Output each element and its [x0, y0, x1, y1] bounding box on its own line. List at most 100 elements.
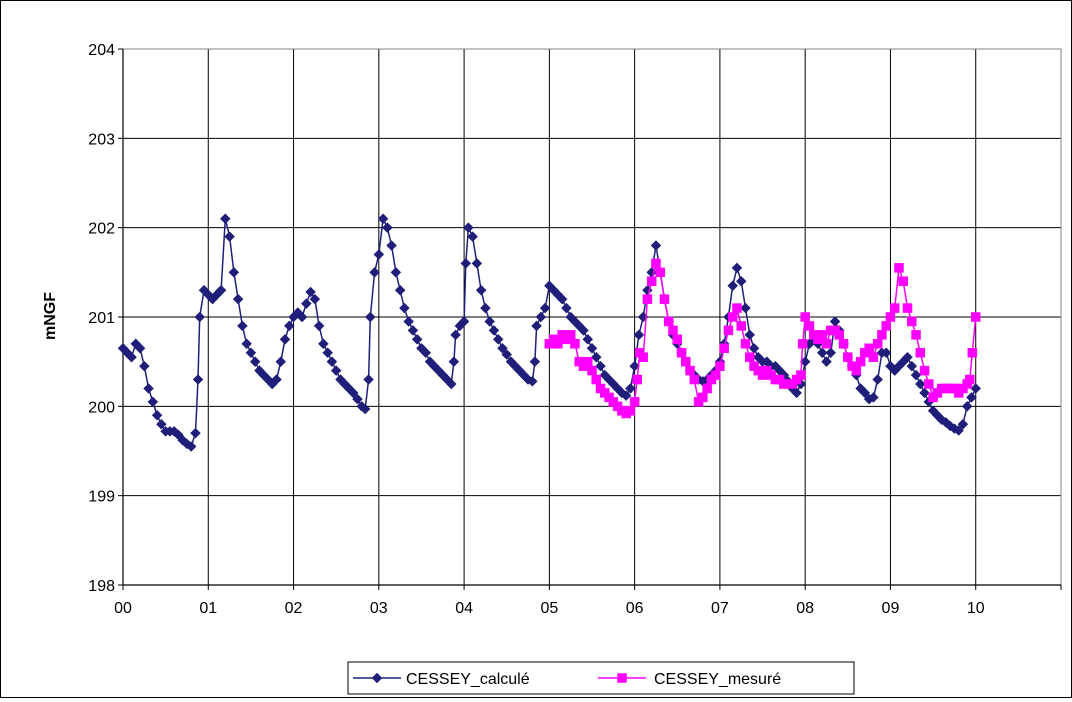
data-point	[275, 356, 287, 368]
data-point	[817, 330, 827, 340]
data-point	[727, 280, 739, 292]
x-tick-label: 00	[114, 600, 132, 617]
data-point	[381, 222, 393, 234]
data-point	[480, 302, 491, 314]
data-point	[681, 356, 691, 367]
data-point	[460, 258, 472, 269]
data-point	[364, 311, 376, 323]
data-point	[880, 347, 892, 359]
data-point	[192, 374, 204, 385]
data-point	[561, 302, 572, 314]
data-point	[271, 374, 282, 385]
data-point	[369, 266, 380, 278]
data-point	[910, 369, 922, 381]
data-point	[215, 284, 227, 296]
data-point	[143, 383, 154, 394]
data-point	[966, 392, 977, 403]
data-point	[407, 325, 419, 336]
data-point	[386, 240, 397, 251]
data-point	[804, 321, 815, 331]
data-point	[359, 403, 371, 415]
data-point	[237, 320, 248, 332]
data-point	[715, 361, 725, 371]
data-point	[915, 347, 926, 358]
data-point	[318, 338, 329, 350]
data-point	[629, 397, 640, 407]
data-point	[582, 356, 593, 367]
data-point	[582, 333, 594, 345]
data-point	[194, 311, 206, 323]
data-point	[685, 365, 695, 376]
data-point	[586, 342, 598, 354]
x-tick-label: 08	[796, 600, 814, 617]
data-point	[488, 325, 500, 336]
data-point	[651, 258, 661, 269]
x-tick-label: 01	[199, 600, 217, 617]
data-point	[445, 378, 457, 390]
data-point	[868, 352, 879, 362]
x-tick-label: 03	[370, 600, 388, 617]
data-point	[463, 222, 474, 234]
data-point	[872, 374, 884, 385]
data-point	[352, 393, 363, 405]
y-tick-label: 200	[88, 399, 115, 416]
data-point	[855, 356, 866, 367]
data-point	[373, 249, 385, 260]
x-tick-label: 10	[967, 600, 985, 617]
data-point	[834, 330, 845, 340]
x-tick-label: 09	[882, 600, 900, 617]
data-point	[710, 370, 721, 380]
data-point	[241, 338, 252, 350]
data-point	[689, 374, 700, 385]
data-point	[326, 356, 338, 368]
data-point	[219, 213, 231, 225]
data-point	[390, 266, 402, 278]
data-point	[245, 347, 257, 359]
data-point	[556, 293, 568, 305]
legend-item: CESSEY_calculé	[353, 671, 530, 688]
data-point	[877, 330, 887, 340]
data-point	[531, 320, 542, 332]
data-point	[953, 425, 965, 436]
data-point	[305, 286, 316, 298]
data-point	[731, 262, 743, 274]
data-point	[906, 360, 918, 372]
data-point	[659, 294, 670, 304]
data-point	[797, 339, 808, 349]
legend-label: CESSEY_mesuré	[654, 671, 781, 688]
data-point	[663, 316, 674, 327]
data-point	[448, 356, 460, 368]
data-point	[924, 379, 934, 389]
data-point	[595, 360, 606, 372]
x-tick-label: 02	[285, 600, 303, 617]
data-point	[821, 356, 832, 368]
data-point	[138, 360, 150, 372]
data-point	[911, 330, 921, 340]
data-point	[843, 352, 853, 362]
data-point	[420, 347, 432, 359]
data-point	[190, 427, 201, 439]
data-point	[872, 339, 883, 349]
data-point	[570, 339, 580, 349]
data-point	[816, 347, 828, 359]
data-point	[642, 294, 653, 304]
data-point	[970, 312, 981, 322]
data-point	[467, 231, 478, 242]
data-point	[126, 351, 137, 363]
series-layer	[117, 213, 982, 452]
data-point	[492, 333, 504, 345]
y-tick-label: 199	[88, 489, 115, 506]
data-point	[147, 396, 159, 408]
data-point	[484, 316, 496, 327]
data-point	[914, 378, 926, 390]
data-point	[279, 333, 291, 345]
data-point	[800, 312, 810, 322]
legend-item: CESSEY_mesuré	[598, 671, 781, 688]
data-point	[399, 302, 410, 314]
data-point	[228, 266, 240, 278]
data-point	[300, 298, 312, 309]
data-point	[889, 303, 900, 313]
data-point	[185, 441, 197, 452]
